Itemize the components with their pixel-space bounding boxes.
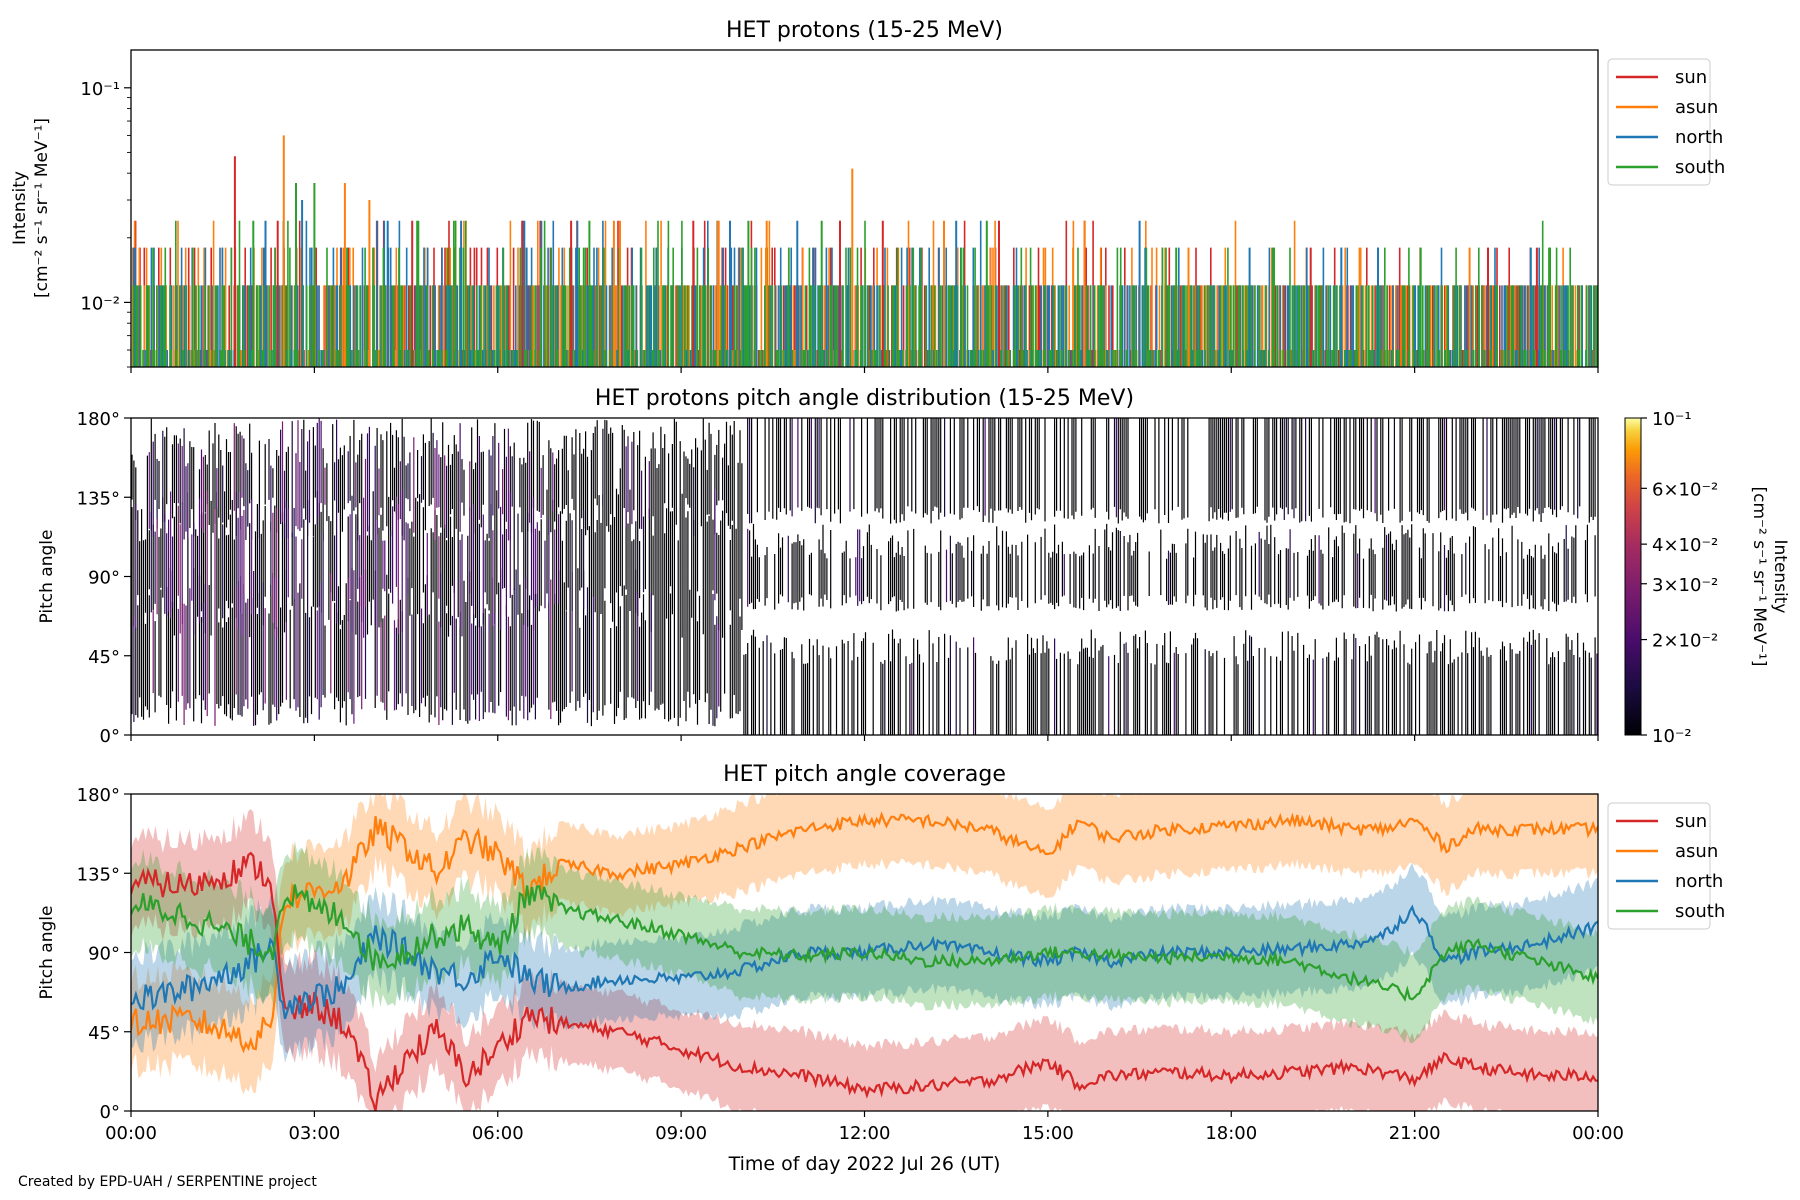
panel3-ylabel: Pitch angle	[37, 906, 57, 1000]
series-north-line	[131, 904, 1598, 1020]
panel1-legend: sun asun north south	[1607, 58, 1725, 186]
panel1-ylabel-line1: Intensity	[10, 171, 30, 245]
series-south-line	[131, 884, 1598, 1003]
panel3-legend: sun asun north south	[1607, 802, 1725, 930]
colorbar-tick-label: 6×10⁻²	[1652, 479, 1718, 500]
panel2-y-ticks: 0° 45° 90° 135° 180°	[77, 409, 131, 747]
panel2-x-ticks	[130, 735, 1599, 741]
x-tick-label: 00:00	[105, 1123, 157, 1144]
pitch-angle-bins	[150, 418, 1579, 735]
y-tick-label: 135°	[77, 488, 120, 509]
legend-box	[1607, 58, 1711, 186]
series-sun-line	[131, 851, 1598, 1111]
panel1-y-ticks: 10⁻² 10⁻¹	[80, 79, 131, 368]
panel3-plot-area	[131, 794, 1598, 1111]
x-tick-label: 18:00	[1205, 1123, 1257, 1144]
legend-label-asun: asun	[1675, 97, 1718, 118]
legend-label-sun: sun	[1675, 811, 1707, 832]
panel2-ylabel: Pitch angle	[37, 530, 57, 624]
panel2-title: HET protons pitch angle distribution (15…	[595, 386, 1134, 411]
panel1-title: HET protons (15-25 MeV)	[726, 18, 1003, 43]
x-tick-label: 00:00	[1572, 1123, 1624, 1144]
pitch-angle-bins	[133, 418, 1556, 735]
legend-box	[1607, 802, 1711, 930]
legend-label-sun: sun	[1675, 67, 1707, 88]
y-tick-label: 0°	[100, 1102, 120, 1123]
legend-label-asun: asun	[1675, 841, 1718, 862]
y-tick-label: 10⁻²	[80, 293, 120, 314]
colorbar-tick-label: 4×10⁻²	[1652, 535, 1718, 556]
pitch-angle-bins	[148, 428, 556, 724]
y-tick-label: 10⁻¹	[80, 79, 120, 100]
colorbar-label-line1: Intensity	[1770, 540, 1790, 614]
series-sun-band	[131, 809, 1598, 1111]
pitch-angle-bins	[131, 418, 1596, 735]
y-tick-label: 90°	[88, 568, 120, 589]
x-tick-label: 15:00	[1022, 1123, 1074, 1144]
colorbar-tick-label: 2×10⁻²	[1652, 631, 1718, 652]
x-tick-label: 06:00	[472, 1123, 524, 1144]
panel1-plot-area	[131, 135, 1598, 367]
x-axis-label: Time of day 2022 Jul 26 (UT)	[728, 1153, 1001, 1175]
panel1-ylabel-line2: [cm⁻² s⁻¹ sr⁻¹ MeV⁻¹]	[32, 118, 52, 298]
colorbar-tick-label: 3×10⁻²	[1652, 575, 1718, 596]
pitch-angle-bins	[268, 418, 1581, 735]
legend-label-north: north	[1675, 871, 1723, 892]
colorbar-ticks: 10⁻² 2×10⁻² 3×10⁻² 4×10⁻² 6×10⁻² 10⁻¹	[1641, 409, 1718, 747]
y-tick-label: 0°	[100, 726, 120, 747]
x-tick-label: 03:00	[288, 1123, 340, 1144]
colorbar	[1624, 417, 1642, 736]
pitch-angle-bins	[135, 418, 1598, 735]
panel1-x-ticks	[130, 367, 1599, 373]
colorbar-tick-label: 10⁻²	[1652, 726, 1692, 747]
x-tick-label: 12:00	[839, 1123, 891, 1144]
legend-label-north: north	[1675, 127, 1723, 148]
pitch-angle-bins	[152, 420, 552, 726]
y-tick-label: 45°	[88, 647, 120, 668]
y-tick-label: 180°	[77, 785, 120, 806]
colorbar-label-line2: [cm⁻² s⁻¹ sr⁻¹ MeV⁻¹]	[1749, 487, 1769, 667]
x-tick-label: 09:00	[655, 1123, 707, 1144]
panel3-title: HET pitch angle coverage	[723, 762, 1006, 787]
series-asun-band	[131, 794, 1598, 1095]
series-south-band	[131, 840, 1598, 1044]
credit-text: Created by EPD-UAH / SERPENTINE project	[18, 1174, 317, 1190]
y-tick-label: 90°	[88, 944, 120, 965]
y-tick-label: 135°	[77, 864, 120, 885]
x-tick-label: 21:00	[1389, 1123, 1441, 1144]
y-tick-label: 180°	[77, 409, 120, 430]
colorbar-tick-label: 10⁻¹	[1652, 409, 1692, 430]
y-tick-label: 45°	[88, 1023, 120, 1044]
series-north-band	[131, 863, 1598, 1063]
panel2-plot-area	[131, 418, 1598, 735]
legend-label-south: south	[1675, 901, 1725, 922]
panel2-frame	[130, 417, 1599, 736]
panel3-x-ticks: 00:00 03:00 06:00 09:00 12:00 15:00 18:00 21:00…	[105, 1111, 1624, 1144]
legend-label-south: south	[1675, 157, 1725, 178]
series-asun-line	[131, 811, 1598, 1054]
panel3-y-ticks: 0° 45° 90° 135° 180°	[77, 785, 131, 1123]
